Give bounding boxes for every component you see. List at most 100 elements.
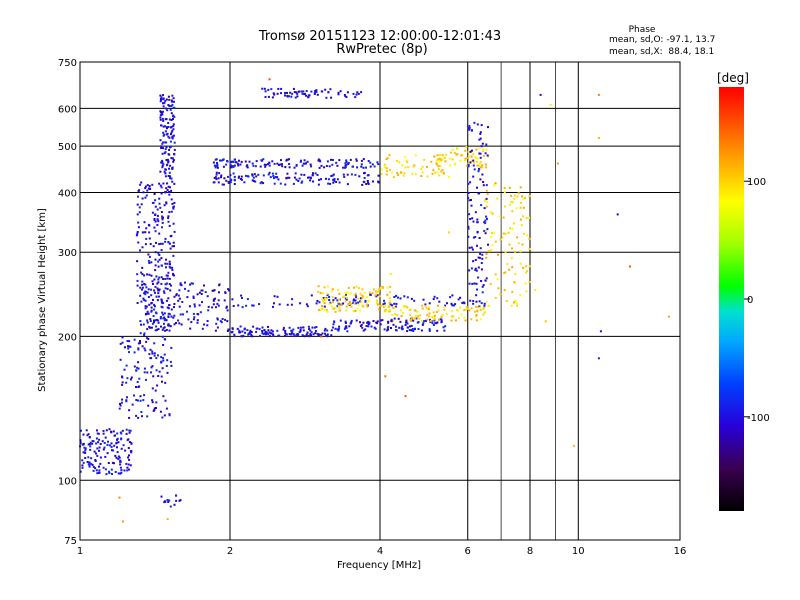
data-point bbox=[116, 437, 119, 440]
data-point bbox=[296, 92, 299, 95]
data-point bbox=[111, 449, 113, 452]
data-point bbox=[467, 155, 470, 158]
data-point bbox=[261, 87, 264, 90]
data-point bbox=[485, 256, 488, 259]
data-point bbox=[437, 168, 440, 171]
data-point bbox=[166, 262, 169, 265]
data-point bbox=[155, 401, 158, 404]
data-point bbox=[345, 326, 348, 329]
data-point bbox=[347, 287, 350, 289]
data-point bbox=[170, 189, 173, 192]
data-point bbox=[525, 290, 528, 293]
data-point bbox=[334, 310, 337, 313]
data-point bbox=[436, 154, 439, 157]
data-point bbox=[221, 318, 224, 320]
data-point bbox=[327, 285, 330, 288]
data-point bbox=[426, 314, 429, 317]
data-point bbox=[380, 285, 383, 288]
data-point bbox=[340, 303, 343, 306]
data-point bbox=[201, 301, 203, 304]
data-point bbox=[319, 160, 322, 163]
data-point bbox=[127, 438, 130, 441]
data-point bbox=[154, 311, 157, 314]
data-point bbox=[365, 303, 368, 306]
data-point bbox=[163, 291, 166, 294]
data-point bbox=[148, 353, 151, 356]
data-point bbox=[337, 91, 340, 94]
data-point bbox=[297, 90, 300, 93]
data-point bbox=[159, 97, 162, 100]
data-point bbox=[336, 301, 339, 304]
data-point bbox=[170, 119, 173, 121]
data-point bbox=[157, 278, 160, 281]
data-point bbox=[485, 148, 488, 151]
data-point bbox=[169, 263, 171, 266]
data-point bbox=[153, 319, 155, 322]
data-point bbox=[455, 153, 458, 156]
data-point bbox=[389, 303, 392, 306]
data-point bbox=[320, 164, 323, 167]
data-point bbox=[146, 273, 149, 276]
data-point bbox=[465, 146, 468, 148]
data-point bbox=[451, 158, 454, 161]
data-point bbox=[166, 518, 169, 520]
data-point bbox=[352, 310, 355, 313]
data-point bbox=[252, 325, 255, 328]
data-point bbox=[158, 182, 161, 185]
data-point bbox=[89, 441, 92, 444]
data-point bbox=[437, 304, 439, 307]
data-point bbox=[167, 297, 170, 300]
data-point bbox=[368, 321, 371, 324]
data-point bbox=[415, 317, 418, 320]
data-point bbox=[162, 357, 165, 360]
data-point bbox=[161, 217, 164, 219]
data-point bbox=[156, 224, 159, 226]
data-point bbox=[160, 257, 163, 260]
data-point bbox=[154, 264, 157, 267]
data-point bbox=[168, 167, 170, 170]
data-point bbox=[345, 309, 348, 312]
data-point bbox=[487, 304, 490, 307]
data-point bbox=[356, 166, 359, 169]
data-point bbox=[152, 201, 155, 204]
data-point bbox=[130, 376, 133, 379]
data-point bbox=[107, 440, 109, 443]
data-point bbox=[513, 282, 516, 284]
data-point bbox=[362, 166, 365, 169]
y-tick-label: 500 bbox=[58, 142, 77, 153]
data-point bbox=[332, 173, 335, 176]
data-point bbox=[119, 404, 122, 407]
data-point bbox=[157, 321, 160, 324]
data-point bbox=[172, 206, 175, 209]
data-point bbox=[153, 308, 156, 311]
data-point bbox=[444, 304, 447, 307]
data-point bbox=[167, 122, 170, 124]
data-point bbox=[262, 174, 265, 177]
data-point bbox=[120, 432, 123, 435]
data-point bbox=[345, 163, 348, 166]
data-point bbox=[405, 159, 408, 162]
data-point bbox=[138, 206, 141, 209]
data-point bbox=[150, 274, 153, 277]
data-point bbox=[167, 323, 170, 326]
data-point bbox=[445, 153, 447, 156]
data-point bbox=[476, 123, 479, 126]
data-point bbox=[302, 90, 305, 93]
data-point bbox=[288, 166, 291, 169]
data-point bbox=[272, 333, 275, 336]
data-point bbox=[422, 298, 425, 301]
data-point bbox=[257, 173, 260, 176]
data-point bbox=[303, 92, 306, 95]
data-point bbox=[511, 247, 513, 250]
data-point bbox=[369, 161, 372, 164]
data-point bbox=[284, 331, 287, 334]
data-point bbox=[494, 182, 497, 185]
data-point bbox=[218, 284, 221, 287]
data-point bbox=[175, 293, 178, 296]
data-point bbox=[420, 329, 423, 332]
data-point bbox=[411, 316, 414, 319]
data-point bbox=[482, 307, 485, 310]
data-point bbox=[302, 162, 305, 165]
data-point bbox=[328, 296, 331, 298]
data-point bbox=[150, 310, 153, 313]
